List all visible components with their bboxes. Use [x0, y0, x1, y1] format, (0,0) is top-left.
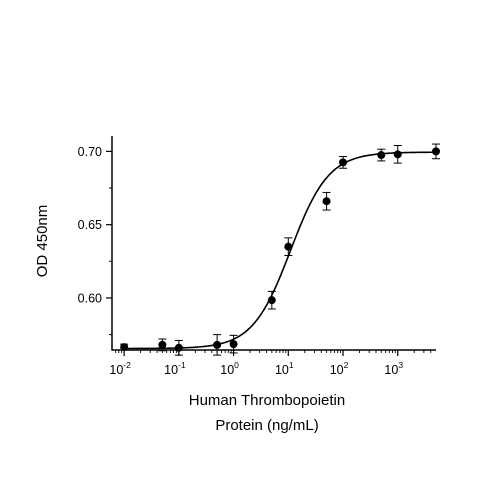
plot-area [120, 143, 440, 356]
data-point [432, 147, 440, 156]
data-point [229, 340, 238, 349]
y-tick-label: 0.70 [78, 145, 102, 159]
x-axis-title-line-2: Protein (ng/mL) [215, 417, 318, 434]
data-point [322, 197, 331, 206]
x-axis-title-line-1: Human Thrombopoietin [189, 392, 345, 409]
x-tick-label: 10-2 [109, 360, 131, 377]
x-tick-label: 103 [384, 360, 403, 377]
data-point [377, 151, 386, 160]
data-point [158, 340, 167, 349]
y-axis: 0.60 0.65 0.70 [78, 136, 113, 351]
y-tick-label: 0.60 [78, 291, 102, 305]
x-axis: 10-2 10-1 100 101 102 103 [109, 349, 436, 377]
x-tick-label: 100 [220, 360, 239, 377]
data-point [120, 343, 129, 352]
x-tick-label: 101 [275, 360, 294, 377]
data-point [284, 242, 293, 251]
y-axis-title: OD 450nm [34, 205, 51, 278]
data-point [267, 296, 276, 305]
data-point [213, 340, 222, 349]
y-tick-label: 0.65 [78, 218, 102, 232]
x-tick-label: 10-1 [164, 360, 186, 377]
data-point [393, 150, 402, 159]
data-point [339, 158, 348, 167]
x-tick-label: 102 [330, 360, 349, 377]
fit-curve [121, 151, 436, 350]
